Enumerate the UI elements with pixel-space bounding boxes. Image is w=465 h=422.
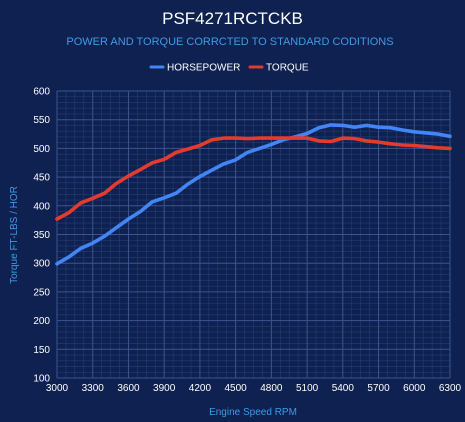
y-tick-label: 100 [33,374,50,385]
legend-label-horsepower: HORSEPOWER [167,63,240,74]
y-tick-label: 300 [33,259,50,270]
chart-title: PSF4271RCTCKB [162,9,303,28]
legend-item-horsepower[interactable]: HORSEPOWER [149,63,240,74]
x-axis-title: Engine Speed RPM [209,407,297,418]
grid [56,90,451,379]
x-tick-label: 3000 [46,383,69,394]
x-tick-label: 5400 [332,383,355,394]
x-tick-label: 4800 [260,383,283,394]
y-tick-label: 500 [33,144,50,155]
y-tick-label: 350 [33,230,50,241]
series-layer [55,123,452,266]
x-tick-label: 4200 [189,383,212,394]
y-tick-label: 250 [33,287,50,298]
y-tick-label: 550 [33,115,50,126]
x-tick-label: 3300 [82,383,105,394]
x-tick-label: 4500 [225,383,248,394]
y-tick-label: 400 [33,201,50,212]
series-line-torque [55,136,452,221]
y-tick-label: 450 [33,173,50,184]
x-tick-labels: 3000 3300 3600 3900 4200 4500 4800 5100 5400 5700… [46,383,462,394]
x-tick-label: 3900 [153,383,176,394]
y-axis-title: Torque FT-LBS / HOR [9,186,20,284]
x-tick-label: 5700 [367,383,390,394]
series-line-horsepower [55,123,452,266]
y-tick-label: 600 [33,87,50,98]
y-tick-label: 200 [33,316,50,327]
x-tick-label: 5100 [296,383,319,394]
chart-subtitle: POWER AND TORQUE CORRCTED TO STANDARD CO… [66,36,393,48]
x-tick-label: 3600 [117,383,140,394]
y-tick-labels: 100 150 200 250 300 350 400 450 500 550 600 [33,87,50,385]
x-tick-label: 6300 [439,383,462,394]
legend-label-torque: TORQUE [266,63,309,74]
x-tick-label: 6000 [403,383,426,394]
legend-item-torque[interactable]: TORQUE [248,63,309,74]
y-tick-label: 150 [33,345,50,356]
legend: HORSEPOWER TORQUE [149,63,309,74]
